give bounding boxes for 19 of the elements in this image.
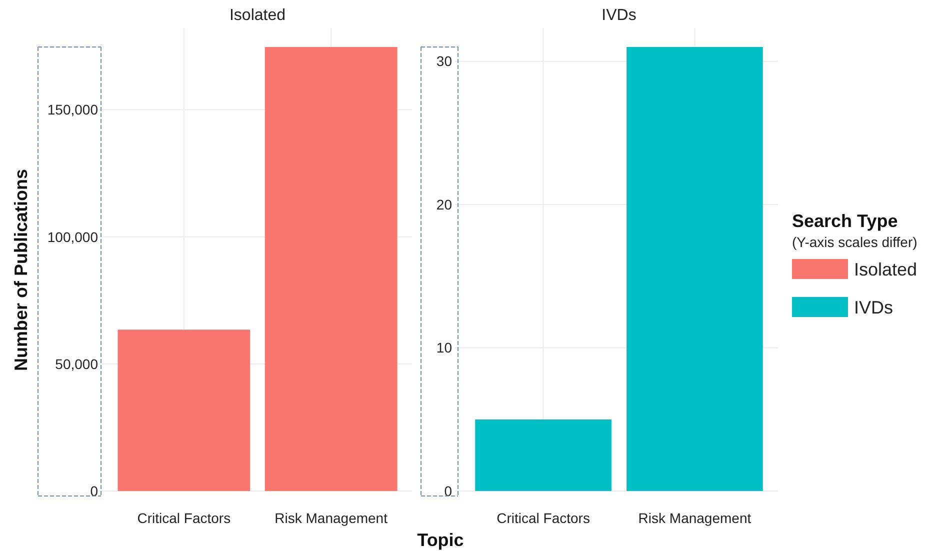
chart-title: Isolated (229, 7, 286, 24)
x-tick-label: Risk Management (274, 510, 388, 526)
y-tick-label: 0 (444, 482, 452, 499)
y-tick-label: 150,000 (47, 102, 98, 118)
x-tick-label: Critical Factors (137, 510, 231, 526)
legend-label: Isolated (854, 259, 918, 280)
x-axis-title: Topic (417, 530, 464, 550)
x-tick-label: Critical Factors (496, 510, 590, 526)
y-tick-label: 10 (436, 340, 452, 356)
chart-title: IVDs (602, 7, 636, 24)
y-axis-title: Number of Publications (11, 168, 31, 372)
y-tick-label: 50,000 (55, 356, 98, 372)
y-tick-label: 100,000 (47, 228, 98, 245)
legend-label: IVDs (854, 297, 894, 318)
text: (Y-axis scales differ) (792, 234, 918, 250)
y-tick-label: 30 (436, 53, 452, 70)
y-tick-label: 20 (436, 196, 452, 212)
x-tick-label: Risk Management (638, 510, 752, 526)
legend-title: Search Type (792, 211, 898, 231)
